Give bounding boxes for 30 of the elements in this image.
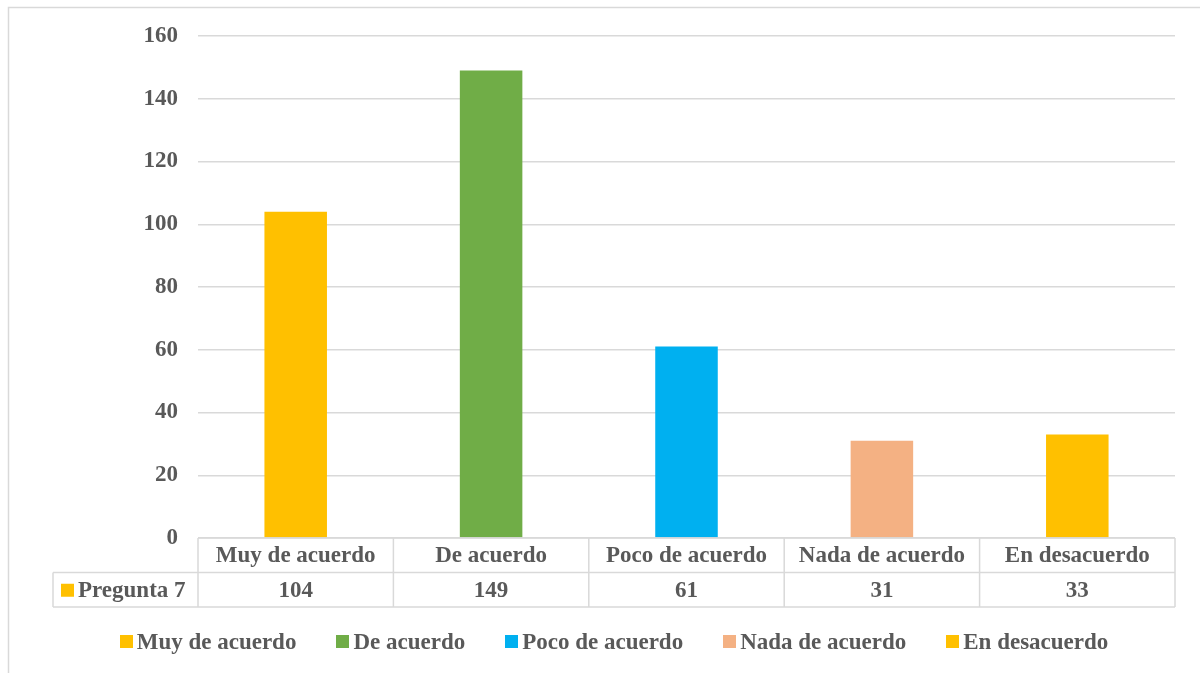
- y-tick-label: 60: [155, 335, 178, 361]
- y-tick-label: 160: [143, 21, 178, 47]
- bar: [459, 70, 523, 538]
- y-tick-label: 140: [143, 84, 178, 110]
- y-tick-label: 100: [143, 210, 178, 236]
- x-tick-label: De acuerdo: [435, 542, 547, 568]
- bar: [1046, 434, 1109, 538]
- x-tick-label: Nada de acuerdo: [798, 542, 965, 568]
- legend-label: Pregunta 7: [78, 576, 186, 602]
- data-label: 104: [278, 576, 314, 602]
- category-label: Poco de acuerdo: [522, 628, 684, 654]
- x-tick-label: En desacuerdo: [1004, 542, 1150, 568]
- bar: [655, 346, 718, 538]
- y-tick-label: 40: [155, 398, 178, 424]
- category-label: De acuerdo: [353, 628, 466, 654]
- data-label: 33: [1065, 576, 1089, 602]
- y-tick-label: 120: [143, 147, 178, 173]
- category-label: Nada de acuerdo: [740, 628, 907, 654]
- bar: [850, 440, 914, 538]
- bar: [264, 211, 327, 538]
- data-label: 31: [870, 576, 894, 602]
- y-tick-label: 0: [166, 523, 178, 549]
- category-label: En desacuerdo: [963, 628, 1109, 654]
- x-tick-label: Poco de acuerdo: [606, 542, 767, 568]
- x-tick-label: Muy de acuerdo: [215, 542, 376, 568]
- data-label: 149: [473, 576, 509, 602]
- y-tick-label: 20: [155, 461, 178, 487]
- data-label: 61: [675, 576, 698, 602]
- y-tick-label: 80: [155, 272, 178, 298]
- category-label: Muy de acuerdo: [136, 628, 297, 654]
